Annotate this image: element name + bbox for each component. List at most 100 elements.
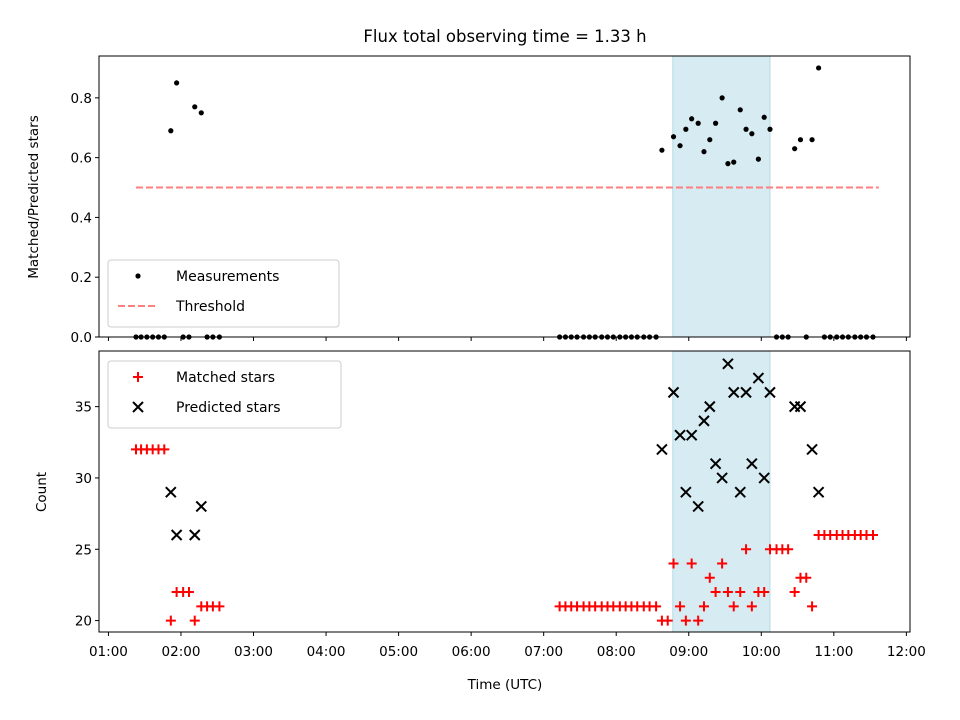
top-axes-frame bbox=[98, 55, 911, 338]
series-predicted-stars bbox=[165, 358, 825, 541]
data-point bbox=[159, 444, 170, 455]
data-point bbox=[132, 401, 144, 413]
data-point bbox=[165, 615, 176, 626]
data-point bbox=[701, 149, 707, 155]
data-point bbox=[198, 110, 204, 116]
data-point bbox=[698, 601, 709, 612]
y-tick-label: 0.4 bbox=[71, 210, 92, 226]
chart-title: Flux total observing time = 1.33 h bbox=[363, 27, 646, 46]
data-point bbox=[735, 587, 746, 598]
data-point bbox=[728, 601, 739, 612]
data-point bbox=[868, 530, 879, 541]
data-point bbox=[725, 161, 731, 167]
top-panel: 0.0 0.2 0.4 0.6 0.8 Measurements Threshold bbox=[71, 55, 911, 346]
data-point bbox=[767, 126, 773, 132]
data-point bbox=[698, 415, 710, 427]
data-point bbox=[759, 587, 770, 598]
data-point bbox=[717, 558, 728, 569]
x-tick-label: 03:00 bbox=[234, 644, 273, 660]
data-point bbox=[135, 273, 141, 279]
x-tick-label: 12:00 bbox=[887, 644, 926, 660]
legend: Matched stars Predicted stars bbox=[107, 360, 342, 429]
data-point bbox=[674, 429, 686, 441]
legend-label: Measurements bbox=[176, 269, 279, 285]
data-point bbox=[716, 472, 728, 484]
data-point bbox=[783, 544, 794, 555]
data-point bbox=[692, 500, 704, 513]
series-measurements bbox=[133, 65, 876, 340]
x-tick-label: 11:00 bbox=[814, 644, 853, 660]
data-point bbox=[214, 601, 225, 612]
data-point bbox=[168, 128, 174, 134]
data-point bbox=[656, 443, 668, 456]
data-point bbox=[693, 615, 704, 626]
x-tick-label: 08:00 bbox=[597, 644, 636, 660]
data-point bbox=[686, 558, 697, 569]
data-point bbox=[192, 104, 198, 110]
top-highlight-span bbox=[672, 55, 771, 338]
data-point bbox=[740, 386, 752, 399]
data-point bbox=[712, 120, 719, 126]
data-point bbox=[680, 486, 692, 498]
data-point bbox=[758, 472, 770, 484]
data-point bbox=[704, 400, 716, 413]
data-point bbox=[761, 114, 767, 120]
data-point bbox=[741, 544, 752, 555]
data-point bbox=[792, 146, 798, 152]
data-point bbox=[683, 126, 689, 132]
x-axis-label: Time (UTC) bbox=[467, 677, 543, 693]
data-point bbox=[170, 529, 183, 541]
data-point bbox=[815, 65, 822, 71]
legend-box bbox=[107, 360, 342, 429]
data-point bbox=[809, 137, 815, 143]
x-tick-label: 01:00 bbox=[89, 644, 128, 660]
data-point bbox=[195, 500, 207, 513]
y-tick-label: 0.8 bbox=[71, 91, 92, 107]
series-matched-stars bbox=[130, 444, 879, 626]
x-tick-label: 10:00 bbox=[742, 644, 781, 660]
data-point bbox=[746, 601, 757, 612]
data-point bbox=[183, 587, 194, 598]
legend-label: Matched stars bbox=[176, 370, 275, 386]
y-tick-label: 0.2 bbox=[71, 270, 92, 286]
data-point bbox=[709, 457, 722, 470]
x-tick-label: 06:00 bbox=[452, 644, 491, 660]
data-point bbox=[728, 386, 740, 399]
data-point bbox=[680, 615, 691, 626]
data-point bbox=[807, 601, 818, 612]
legend: Measurements Threshold bbox=[107, 259, 340, 328]
data-point bbox=[662, 615, 673, 626]
x-tick-label: 05:00 bbox=[379, 644, 418, 660]
x-tick-label: 04:00 bbox=[307, 644, 346, 660]
data-point bbox=[710, 587, 721, 598]
data-point bbox=[651, 601, 662, 612]
data-point bbox=[689, 116, 695, 122]
data-point bbox=[746, 457, 758, 470]
bottom-axes-frame bbox=[98, 350, 911, 633]
data-point bbox=[755, 156, 761, 162]
data-point bbox=[685, 429, 698, 441]
x-tick-label: 07:00 bbox=[524, 644, 563, 660]
data-point bbox=[722, 587, 733, 598]
y-tick-label: 25 bbox=[75, 542, 92, 558]
x-tick-label: 09:00 bbox=[669, 644, 708, 660]
data-point bbox=[675, 601, 686, 612]
data-point bbox=[670, 134, 677, 140]
data-point bbox=[789, 587, 800, 598]
legend-box bbox=[107, 259, 340, 328]
x-tick-label: 02:00 bbox=[162, 644, 201, 660]
data-point bbox=[794, 400, 807, 413]
legend-label: Predicted stars bbox=[176, 400, 281, 416]
bottom-y-axis-label: Count bbox=[34, 472, 50, 512]
data-point bbox=[695, 120, 701, 126]
bottom-highlight-span bbox=[672, 350, 771, 633]
data-point bbox=[659, 147, 665, 153]
data-point bbox=[731, 159, 737, 165]
data-point bbox=[734, 486, 746, 498]
data-point bbox=[749, 131, 755, 137]
data-point bbox=[722, 358, 734, 370]
data-point bbox=[737, 107, 743, 113]
data-point bbox=[719, 95, 725, 101]
data-point bbox=[677, 143, 683, 149]
